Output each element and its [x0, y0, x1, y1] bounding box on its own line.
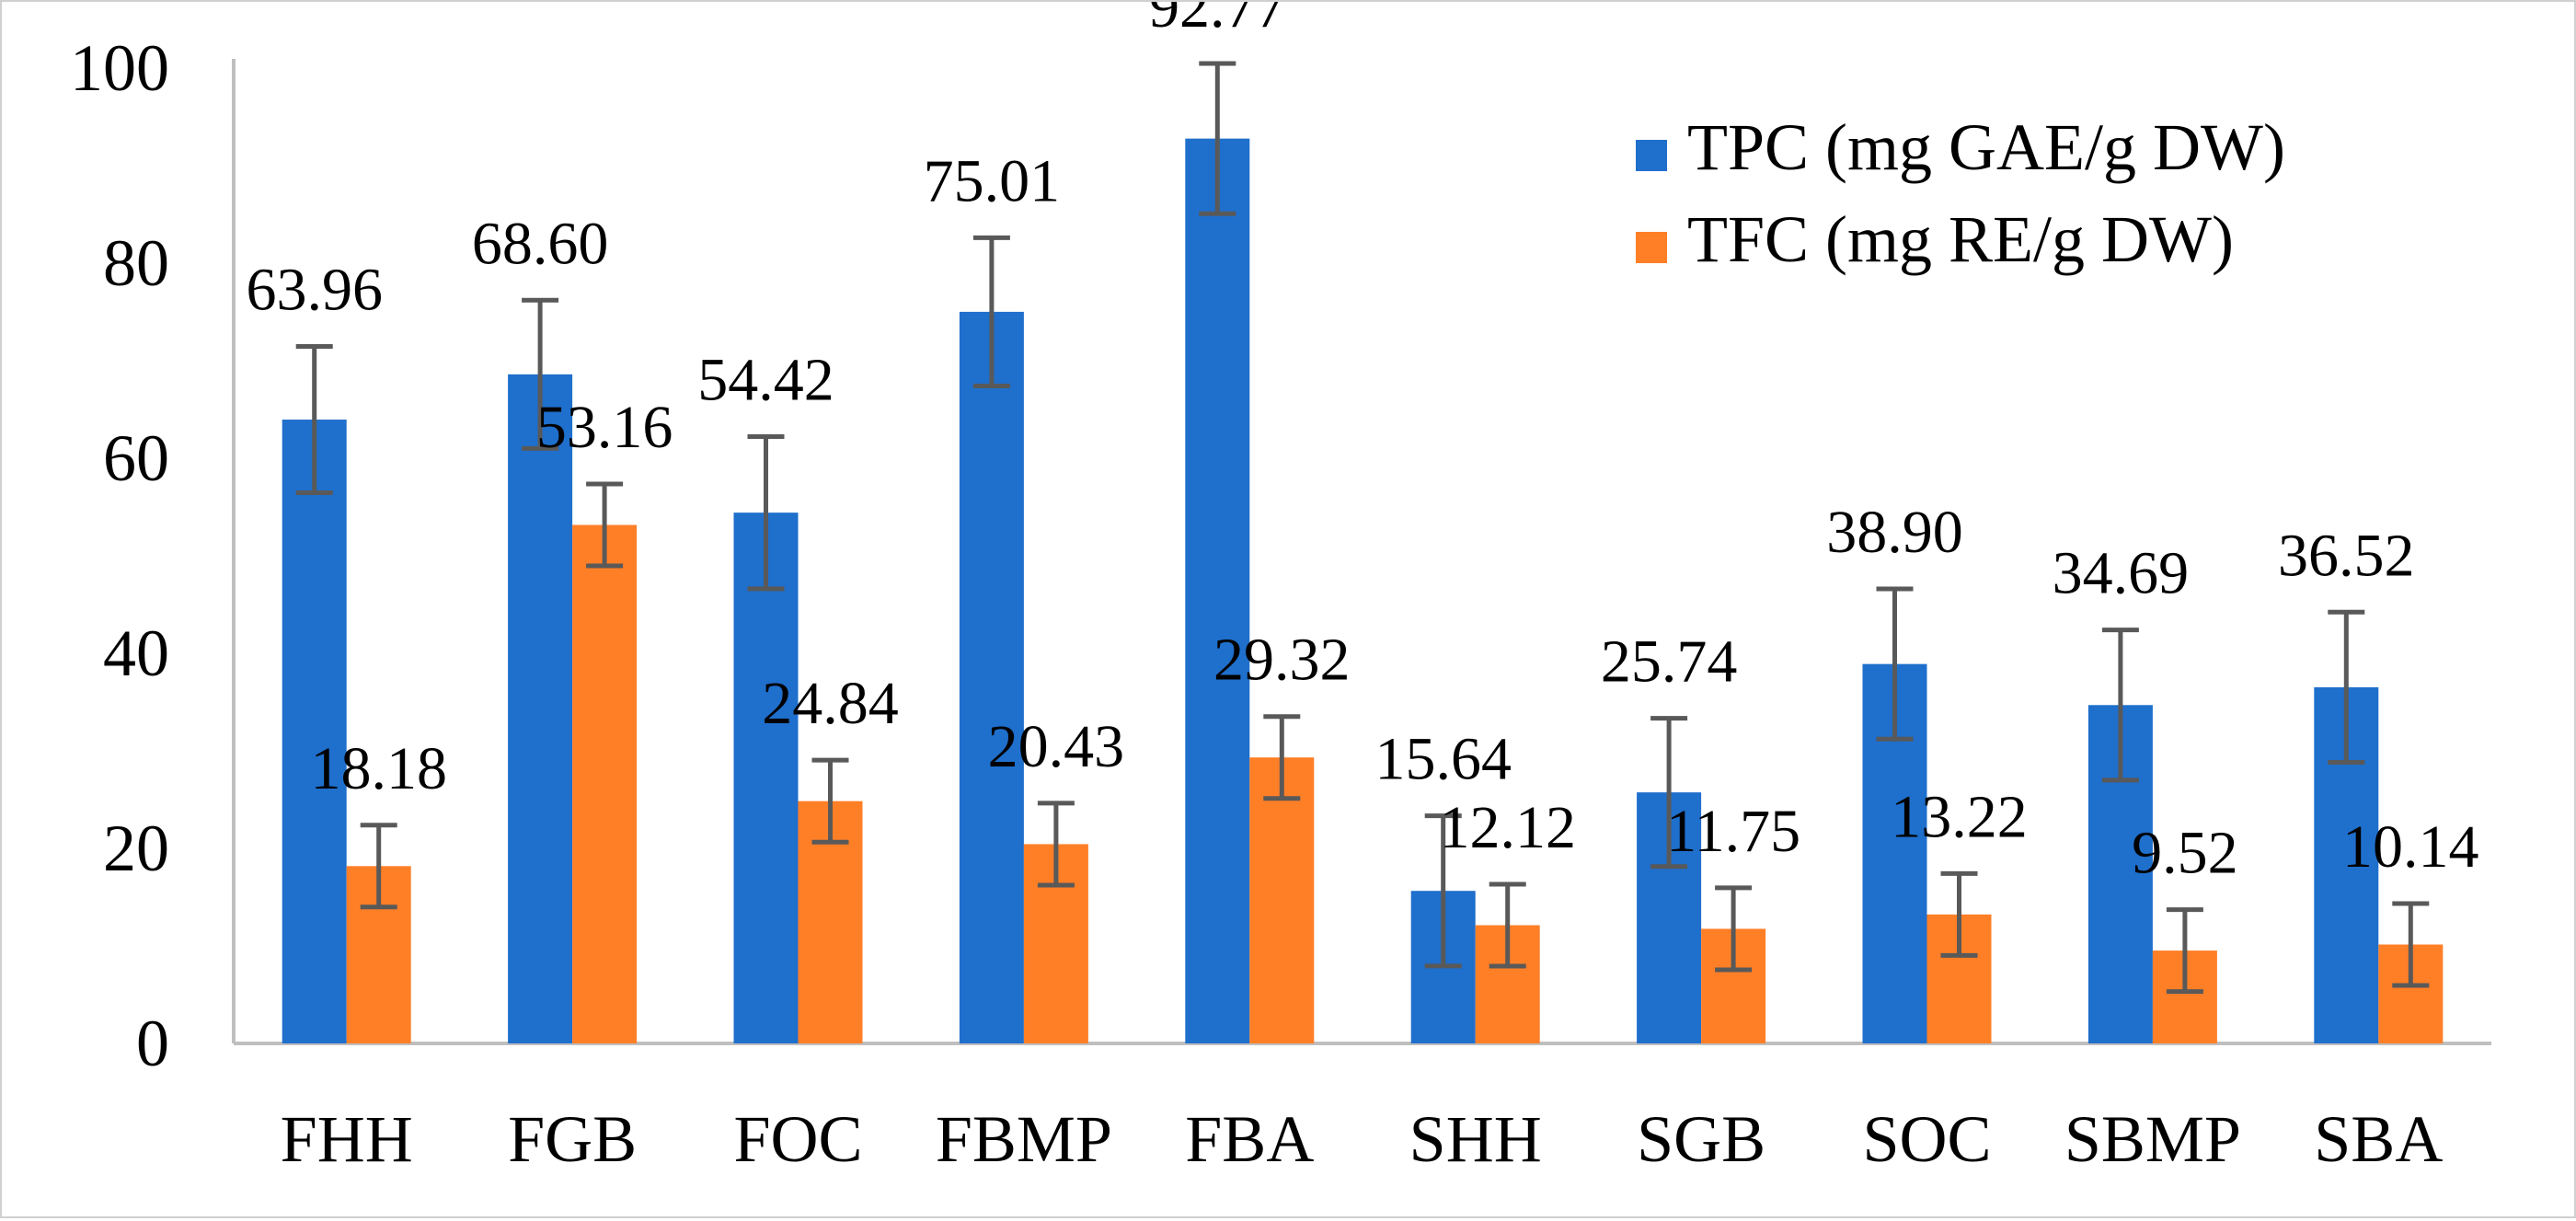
- data-label: 9.52: [2132, 820, 2238, 887]
- data-label: 54.42: [697, 346, 834, 413]
- legend: TPC (mg GAE/g DW) TFC (mg RE/g DW): [1636, 110, 2285, 276]
- error-bar: [1424, 813, 1462, 969]
- legend-item: TFC (mg RE/g DW): [1636, 202, 2234, 276]
- bar-tfc-fba: [1249, 757, 1315, 1043]
- error-bar: [811, 757, 849, 845]
- data-label: 18.18: [310, 735, 447, 802]
- error-bar: [1650, 716, 1688, 870]
- data-label: 15.64: [1374, 726, 1512, 793]
- error-bar: [1876, 586, 1914, 742]
- x-category-label: SGB: [1637, 1102, 1765, 1176]
- y-tick-label: 80: [103, 226, 169, 300]
- error-bar: [360, 823, 397, 910]
- error-bar: [1715, 885, 1753, 973]
- error-bar: [1263, 714, 1301, 801]
- x-category-label: FHH: [281, 1102, 413, 1176]
- data-label: 24.84: [762, 670, 899, 737]
- data-label: 38.90: [1826, 499, 1963, 566]
- x-category-label: FBMP: [936, 1102, 1112, 1176]
- x-category-label: SBA: [2314, 1102, 2443, 1176]
- x-category-label: FOC: [733, 1102, 862, 1176]
- bar-tpc-fhh: [282, 420, 347, 1043]
- data-label: 92.77: [1149, 2, 1286, 40]
- data-label: 36.52: [2278, 522, 2415, 589]
- x-category-label: SHH: [1409, 1102, 1542, 1176]
- y-tick-label: 20: [103, 812, 169, 885]
- data-label: 13.22: [1891, 783, 2028, 850]
- x-category-label: FGB: [508, 1102, 637, 1176]
- data-label: 11.75: [1666, 798, 1800, 865]
- error-bar: [972, 235, 1010, 388]
- y-tick-label: 0: [136, 1007, 169, 1080]
- data-label: 25.74: [1601, 628, 1738, 696]
- legend-item: TPC (mg GAE/g DW): [1636, 110, 2285, 184]
- x-category-label: SBMP: [2064, 1102, 2241, 1176]
- error-bar: [2101, 628, 2139, 783]
- legend-swatch: [1636, 232, 1667, 263]
- y-tick-label: 60: [103, 421, 169, 495]
- bar-tfc-fgb: [572, 524, 638, 1043]
- legend-label: TPC (mg GAE/g DW): [1687, 110, 2285, 184]
- error-bar: [2166, 907, 2203, 995]
- bar-tpc-foc: [733, 513, 799, 1043]
- data-label: 53.16: [536, 394, 673, 461]
- error-bar: [1940, 870, 1978, 958]
- bars: [282, 138, 2444, 1044]
- x-category-label: FBA: [1185, 1102, 1314, 1176]
- data-label: 34.69: [2053, 540, 2190, 607]
- legend-label: TFC (mg RE/g DW): [1687, 202, 2234, 276]
- error-bar: [1489, 881, 1526, 969]
- error-bar: [747, 433, 785, 592]
- bar-tpc-fba: [1185, 138, 1250, 1043]
- error-bar: [295, 344, 333, 496]
- bar-tpc-fbmp: [959, 311, 1024, 1043]
- x-category-label: SOC: [1862, 1102, 1991, 1176]
- axes: 0 20 40 60 80 100 FHH FGB FOC FBMP FBA SHH SGB SOC SBM…: [70, 31, 2491, 1176]
- error-bars: [295, 61, 2430, 995]
- error-bar: [522, 297, 559, 451]
- data-labels: 63.96 68.60 54.42 75.01 92.77 15.64 25.74 38.90…: [246, 0, 2479, 887]
- data-label: 10.14: [2342, 813, 2479, 881]
- y-tick-label: 100: [70, 31, 169, 105]
- error-bar: [2328, 609, 2365, 766]
- legend-swatch: [1636, 140, 1667, 171]
- error-bar: [586, 481, 624, 569]
- data-label: 29.32: [1213, 627, 1351, 694]
- error-bar: [1199, 61, 1236, 216]
- error-bar: [1037, 801, 1075, 888]
- error-bar: [2392, 901, 2430, 988]
- data-label: 12.12: [1439, 794, 1576, 861]
- data-label: 20.43: [988, 713, 1125, 780]
- data-label: 75.01: [924, 147, 1061, 214]
- y-tick-label: 40: [103, 616, 169, 690]
- data-label: 63.96: [246, 257, 383, 324]
- bar-tpc-fgb: [508, 374, 573, 1044]
- data-label: 68.60: [472, 210, 609, 277]
